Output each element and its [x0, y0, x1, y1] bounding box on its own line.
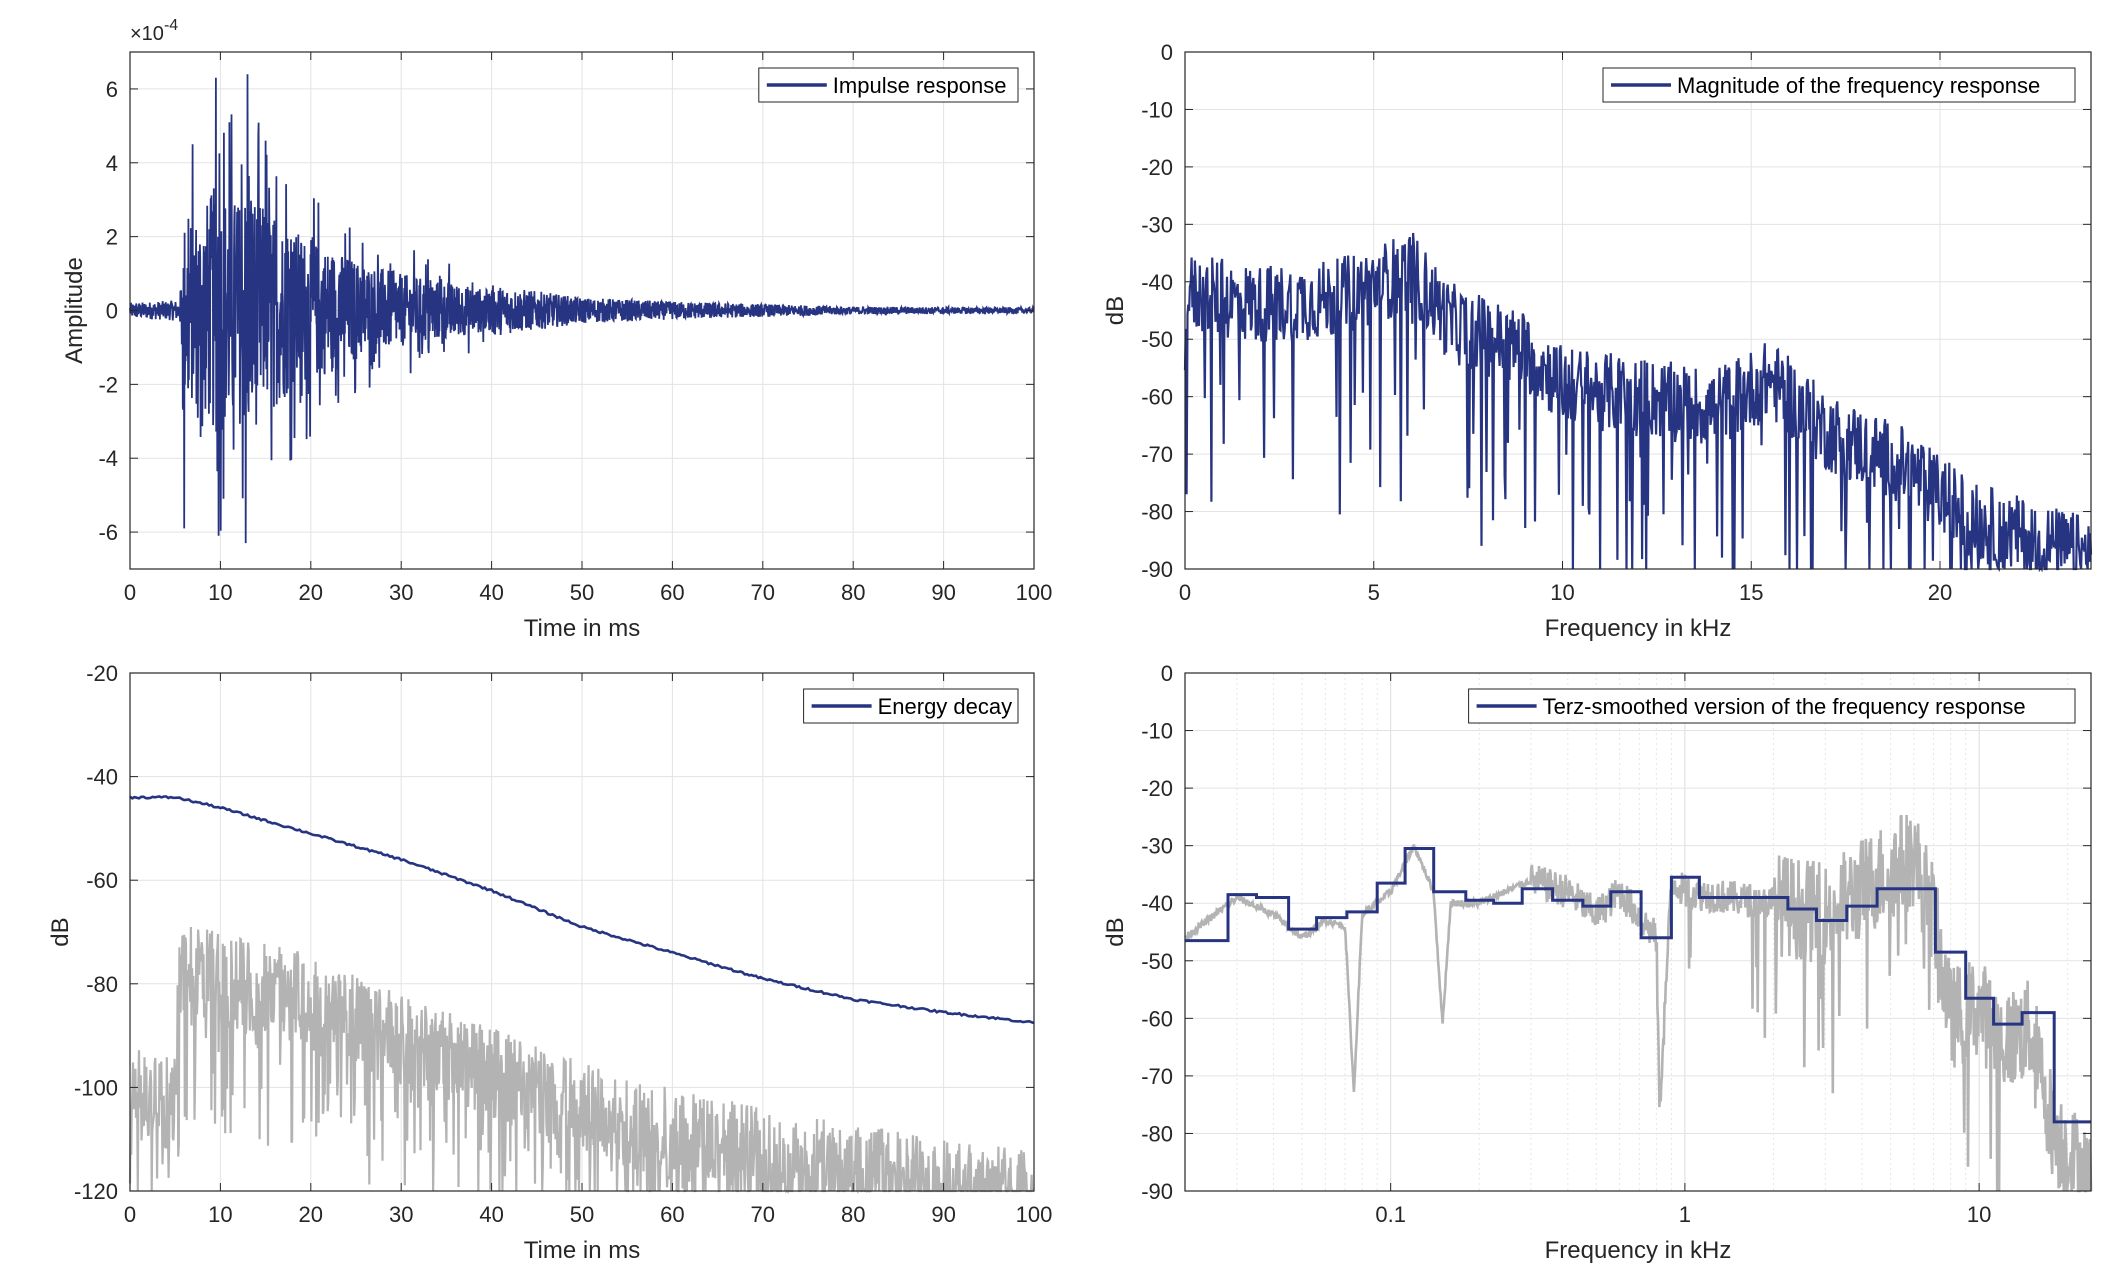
x-tick-label: 60 [660, 1202, 684, 1227]
y-axis-label: dB [1102, 917, 1129, 946]
x-tick-label: 10 [1967, 1202, 1991, 1227]
y-tick-label: 0 [1161, 40, 1173, 65]
plot-area [1185, 673, 2091, 1191]
x-tick-label: 90 [931, 580, 955, 605]
x-tick-label: 15 [1739, 580, 1763, 605]
y-tick-label: -40 [1141, 891, 1173, 916]
y-tick-label: -80 [1141, 1121, 1173, 1146]
y-axis-label: dB [47, 917, 74, 946]
x-tick-label: 0 [124, 1202, 136, 1227]
y-tick-label: -70 [1141, 1064, 1173, 1089]
x-tick-label: 100 [1016, 580, 1053, 605]
x-tick-label: 70 [751, 580, 775, 605]
legend: Magnitude of the frequency response [1603, 68, 2075, 102]
x-tick-label: 100 [1016, 1202, 1053, 1227]
y-tick-label: -4 [98, 446, 118, 471]
x-axis-label: Time in ms [524, 1237, 640, 1264]
y-tick-label: -90 [1141, 1179, 1173, 1204]
y-tick-label: -50 [1141, 327, 1173, 352]
y-tick-label: -30 [1141, 834, 1173, 859]
y-exponent-value: -4 [164, 17, 178, 34]
y-tick-label: -10 [1141, 97, 1173, 122]
legend: Terz-smoothed version of the frequency r… [1469, 689, 2075, 723]
y-tick-label: -50 [1141, 949, 1173, 974]
x-tick-label: 20 [299, 580, 323, 605]
x-tick-label: 20 [299, 1202, 323, 1227]
x-tick-label: 20 [1928, 580, 1952, 605]
x-tick-label: 10 [208, 580, 232, 605]
y-tick-label: -20 [86, 661, 118, 686]
x-tick-label: 50 [570, 1202, 594, 1227]
y-tick-label: -10 [1141, 719, 1173, 744]
y-tick-label: -120 [74, 1179, 118, 1204]
y-tick-label: 2 [106, 225, 118, 250]
y-axis-label: Amplitude [61, 257, 88, 364]
x-tick-label: 50 [570, 580, 594, 605]
y-tick-label: -20 [1141, 155, 1173, 180]
y-tick-label: -60 [86, 868, 118, 893]
x-tick-label: 10 [1550, 580, 1574, 605]
x-tick-label: 90 [931, 1202, 955, 1227]
x-tick-label: 80 [841, 1202, 865, 1227]
y-tick-label: -40 [1141, 270, 1173, 295]
axes-impulse: 0 10 20 30 40 50 60 70 80 90 100 -6 -4 -2 0 2 4 6 Time in … [61, 17, 1052, 642]
x-tick-label: 0 [124, 580, 136, 605]
x-tick-label: 40 [479, 580, 503, 605]
x-tick-label: 5 [1368, 580, 1380, 605]
y-tick-label: -60 [1141, 1006, 1173, 1031]
y-tick-label: 0 [1161, 661, 1173, 686]
y-tick-label: -6 [98, 520, 118, 545]
x-axis-label: Frequency in kHz [1545, 1237, 1732, 1264]
y-tick-label: -20 [1141, 776, 1173, 801]
y-tick-label: -60 [1141, 385, 1173, 410]
y-tick-label: -80 [1141, 500, 1173, 525]
x-axis-label: Frequency in kHz [1545, 615, 1732, 642]
x-tick-label: 40 [479, 1202, 503, 1227]
x-tick-label: 70 [751, 1202, 775, 1227]
y-tick-label: -70 [1141, 442, 1173, 467]
axes-terz: 0.1 1 10 0 -10 -20 -30 -40 -50 -60 -70 -80 -90 Freque… [1102, 661, 2091, 1264]
legend-label: Magnitude of the frequency response [1677, 73, 2040, 98]
legend: Impulse response [759, 68, 1018, 102]
legend-label: Impulse response [833, 73, 1007, 98]
y-tick-label: -40 [86, 765, 118, 790]
x-tick-label: 30 [389, 580, 413, 605]
y-tick-label: -30 [1141, 212, 1173, 237]
legend-label: Terz-smoothed version of the frequency r… [1543, 694, 2026, 719]
axes-energy: 0 10 20 30 40 50 60 70 80 90 100 -20 -40 -60 -80 -100 -1… [47, 661, 1052, 1264]
y-tick-label: 4 [106, 151, 118, 176]
y-tick-label: -100 [74, 1075, 118, 1100]
y-tick-label: 0 [106, 299, 118, 324]
x-tick-label: 10 [208, 1202, 232, 1227]
legend-label: Energy decay [878, 694, 1013, 719]
y-tick-label: -80 [86, 972, 118, 997]
y-tick-label: 6 [106, 77, 118, 102]
x-tick-label: 1 [1679, 1202, 1691, 1227]
y-tick-label: -2 [98, 372, 118, 397]
x-tick-label: 0 [1179, 580, 1191, 605]
x-tick-label: 80 [841, 580, 865, 605]
x-axis-label: Time in ms [524, 615, 640, 642]
legend: Energy decay [804, 689, 1018, 723]
x-tick-label: 30 [389, 1202, 413, 1227]
x-tick-label: 0.1 [1375, 1202, 1406, 1227]
axes-magnitude: 0 5 10 15 20 0 -10 -20 -30 -40 -50 -60 -70 -80 -90 Freq… [1102, 40, 2091, 642]
y-tick-label: -90 [1141, 557, 1173, 582]
x-tick-label: 60 [660, 580, 684, 605]
y-axis-label: dB [1102, 296, 1129, 325]
